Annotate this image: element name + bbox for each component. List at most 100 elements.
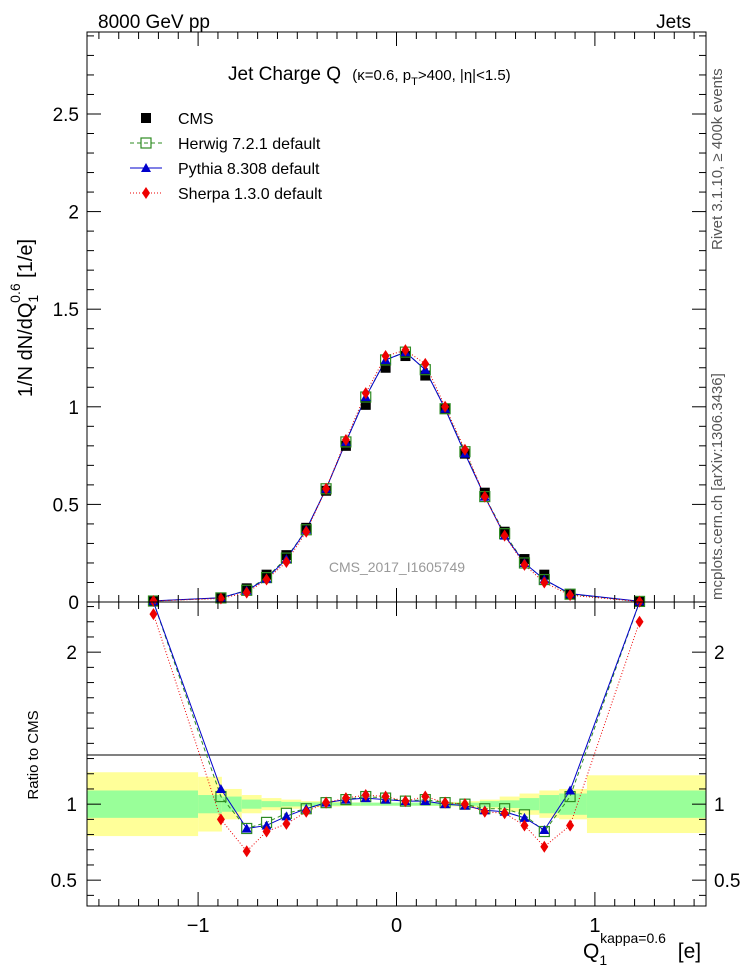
ratio-y-tick-label-right: 1 <box>714 795 725 816</box>
distribution-ticks: 0 0.5 1 1.5 2 2.5 <box>53 32 706 614</box>
inner-band <box>586 790 706 818</box>
pythia-ratio-line <box>152 601 641 831</box>
y-tick-label: 2 <box>68 203 79 224</box>
cms-point <box>380 362 391 373</box>
sherpa-point <box>361 387 370 400</box>
pythia-ratio-point <box>281 811 292 821</box>
legend-label: Pythia 8.308 default <box>178 161 320 178</box>
mcplots-reference-label: mcplots.cern.ch [arXiv:1306.3436] <box>709 373 726 600</box>
y-label-sub: 1 <box>25 295 41 303</box>
inner-band <box>380 802 401 806</box>
ratio-y-tick-label: 1 <box>66 795 77 816</box>
pythia-ratio-point <box>565 785 576 795</box>
process-label: Jets <box>656 12 691 33</box>
sherpa-point <box>216 592 225 605</box>
svg-text:1/N dN/dQ10.6 [1/e]: 1/N dN/dQ10.6 [1/e] <box>7 239 41 397</box>
sherpa-ratio-point <box>635 615 644 628</box>
sherpa-ratio-point <box>322 796 331 809</box>
sherpa-point <box>262 573 271 586</box>
sherpa-ratio-line <box>152 614 641 853</box>
x-label-main: Q <box>583 940 599 963</box>
ratio-frame <box>86 601 707 907</box>
sherpa-point <box>500 529 509 542</box>
sherpa-point <box>282 555 291 568</box>
herwig-ratio-line <box>152 601 641 833</box>
inner-band <box>360 802 381 806</box>
y-label-sup: 0.6 <box>7 283 23 303</box>
ratio-marks <box>149 601 644 858</box>
x-label-sub: 1 <box>599 952 607 968</box>
uncertainty-bands <box>87 772 706 837</box>
y-tick-label: 1 <box>68 398 79 419</box>
pythia-ratio-point <box>215 783 226 793</box>
chart-title-kappa: (κ=0.6, p <box>352 67 411 84</box>
sherpa-ratio-point <box>262 825 271 838</box>
inner-band <box>261 801 282 808</box>
sherpa-point <box>441 400 450 413</box>
legend-label: Sherpa 1.3.0 default <box>178 186 323 203</box>
ratio-y-tick-label-right: 0.5 <box>714 871 740 892</box>
x-label-sup: kappa=0.6 <box>600 930 666 946</box>
sherpa-point <box>540 576 549 589</box>
sherpa-point <box>302 525 311 538</box>
analysis-watermark: CMS_2017_I1605749 <box>329 559 465 575</box>
herwig-legend-marker <box>140 137 152 149</box>
inner-band <box>198 795 222 814</box>
y-tick-label: 1.5 <box>53 300 79 321</box>
legend: CMS Herwig 7.2.1 default Pythia 8.308 defa… <box>130 111 323 203</box>
sherpa-point <box>149 595 158 608</box>
sherpa-point <box>242 586 251 599</box>
x-tick-label: 0 <box>391 915 402 937</box>
cms-legend-marker <box>141 113 151 123</box>
pythia-ratio-point <box>241 823 252 833</box>
sherpa-ratio-point <box>401 795 410 808</box>
sherpa-ratio-point <box>149 608 158 621</box>
x-tick-label: 1 <box>589 915 600 937</box>
distribution-marks <box>147 344 646 608</box>
sherpa-ratio-point <box>520 819 529 832</box>
x-tick-label: −1 <box>187 915 210 937</box>
sherpa-ratio-point <box>566 819 575 832</box>
legend-label: CMS <box>178 111 214 128</box>
ratio-panel: 0.5 0.5 1 1 2 2 −1 0 1 Ratio to CMS Q1 kappa=0.6 … <box>25 601 740 968</box>
chart-title-rest: >400, |η|<1.5) <box>418 67 511 84</box>
sherpa-ratio-point <box>441 796 450 809</box>
chart-title-main: Jet Charge Q <box>228 64 341 85</box>
inner-band <box>221 796 242 812</box>
inner-band <box>241 799 262 809</box>
y-tick-label: 0.5 <box>53 495 79 516</box>
sherpa-point <box>421 357 430 370</box>
sherpa-point <box>520 558 529 571</box>
y-label-main: 1/N dN/dQ <box>15 303 37 397</box>
sherpa-ratio-point <box>282 817 291 830</box>
inner-band <box>87 790 199 818</box>
y-tick-label: 2.5 <box>53 105 79 126</box>
inner-band <box>559 793 587 815</box>
chart-title-sub: T <box>411 76 418 88</box>
ratio-y-tick-label: 0.5 <box>51 871 77 892</box>
sherpa-ratio-point <box>361 789 370 802</box>
x-label-unit: [e] <box>672 940 701 963</box>
ratio-y-tick-label: 2 <box>66 643 77 664</box>
ratio-ticks: 0.5 0.5 1 1 2 2 −1 0 1 <box>51 602 740 937</box>
inner-band <box>281 801 302 807</box>
sherpa-ratio-point <box>216 813 225 826</box>
sherpa-point <box>341 433 350 446</box>
ratio-y-tick-label-right: 2 <box>714 643 725 664</box>
sherpa-point <box>401 344 410 357</box>
legend-label: Herwig 7.2.1 default <box>178 136 321 153</box>
y-tick-label: 0 <box>68 593 79 614</box>
sherpa-point <box>460 443 469 456</box>
sherpa-ratio-point <box>540 840 549 853</box>
distribution-panel: 0 0.5 1 1.5 2 2.5 CMS_2017_I1605749 Jet Charg… <box>7 31 707 614</box>
cms-point <box>420 370 431 381</box>
sherpa-ratio-point <box>341 792 350 805</box>
sherpa-ratio-point <box>421 790 430 803</box>
distribution-y-label: 1/N dN/dQ10.6 [1/e] <box>7 239 41 397</box>
pythia-ratio-point <box>261 820 272 830</box>
sherpa-ratio-point <box>500 807 509 820</box>
sherpa-point <box>480 490 489 503</box>
pythia-ratio-point <box>539 825 550 834</box>
pythia-legend-marker <box>141 163 151 172</box>
